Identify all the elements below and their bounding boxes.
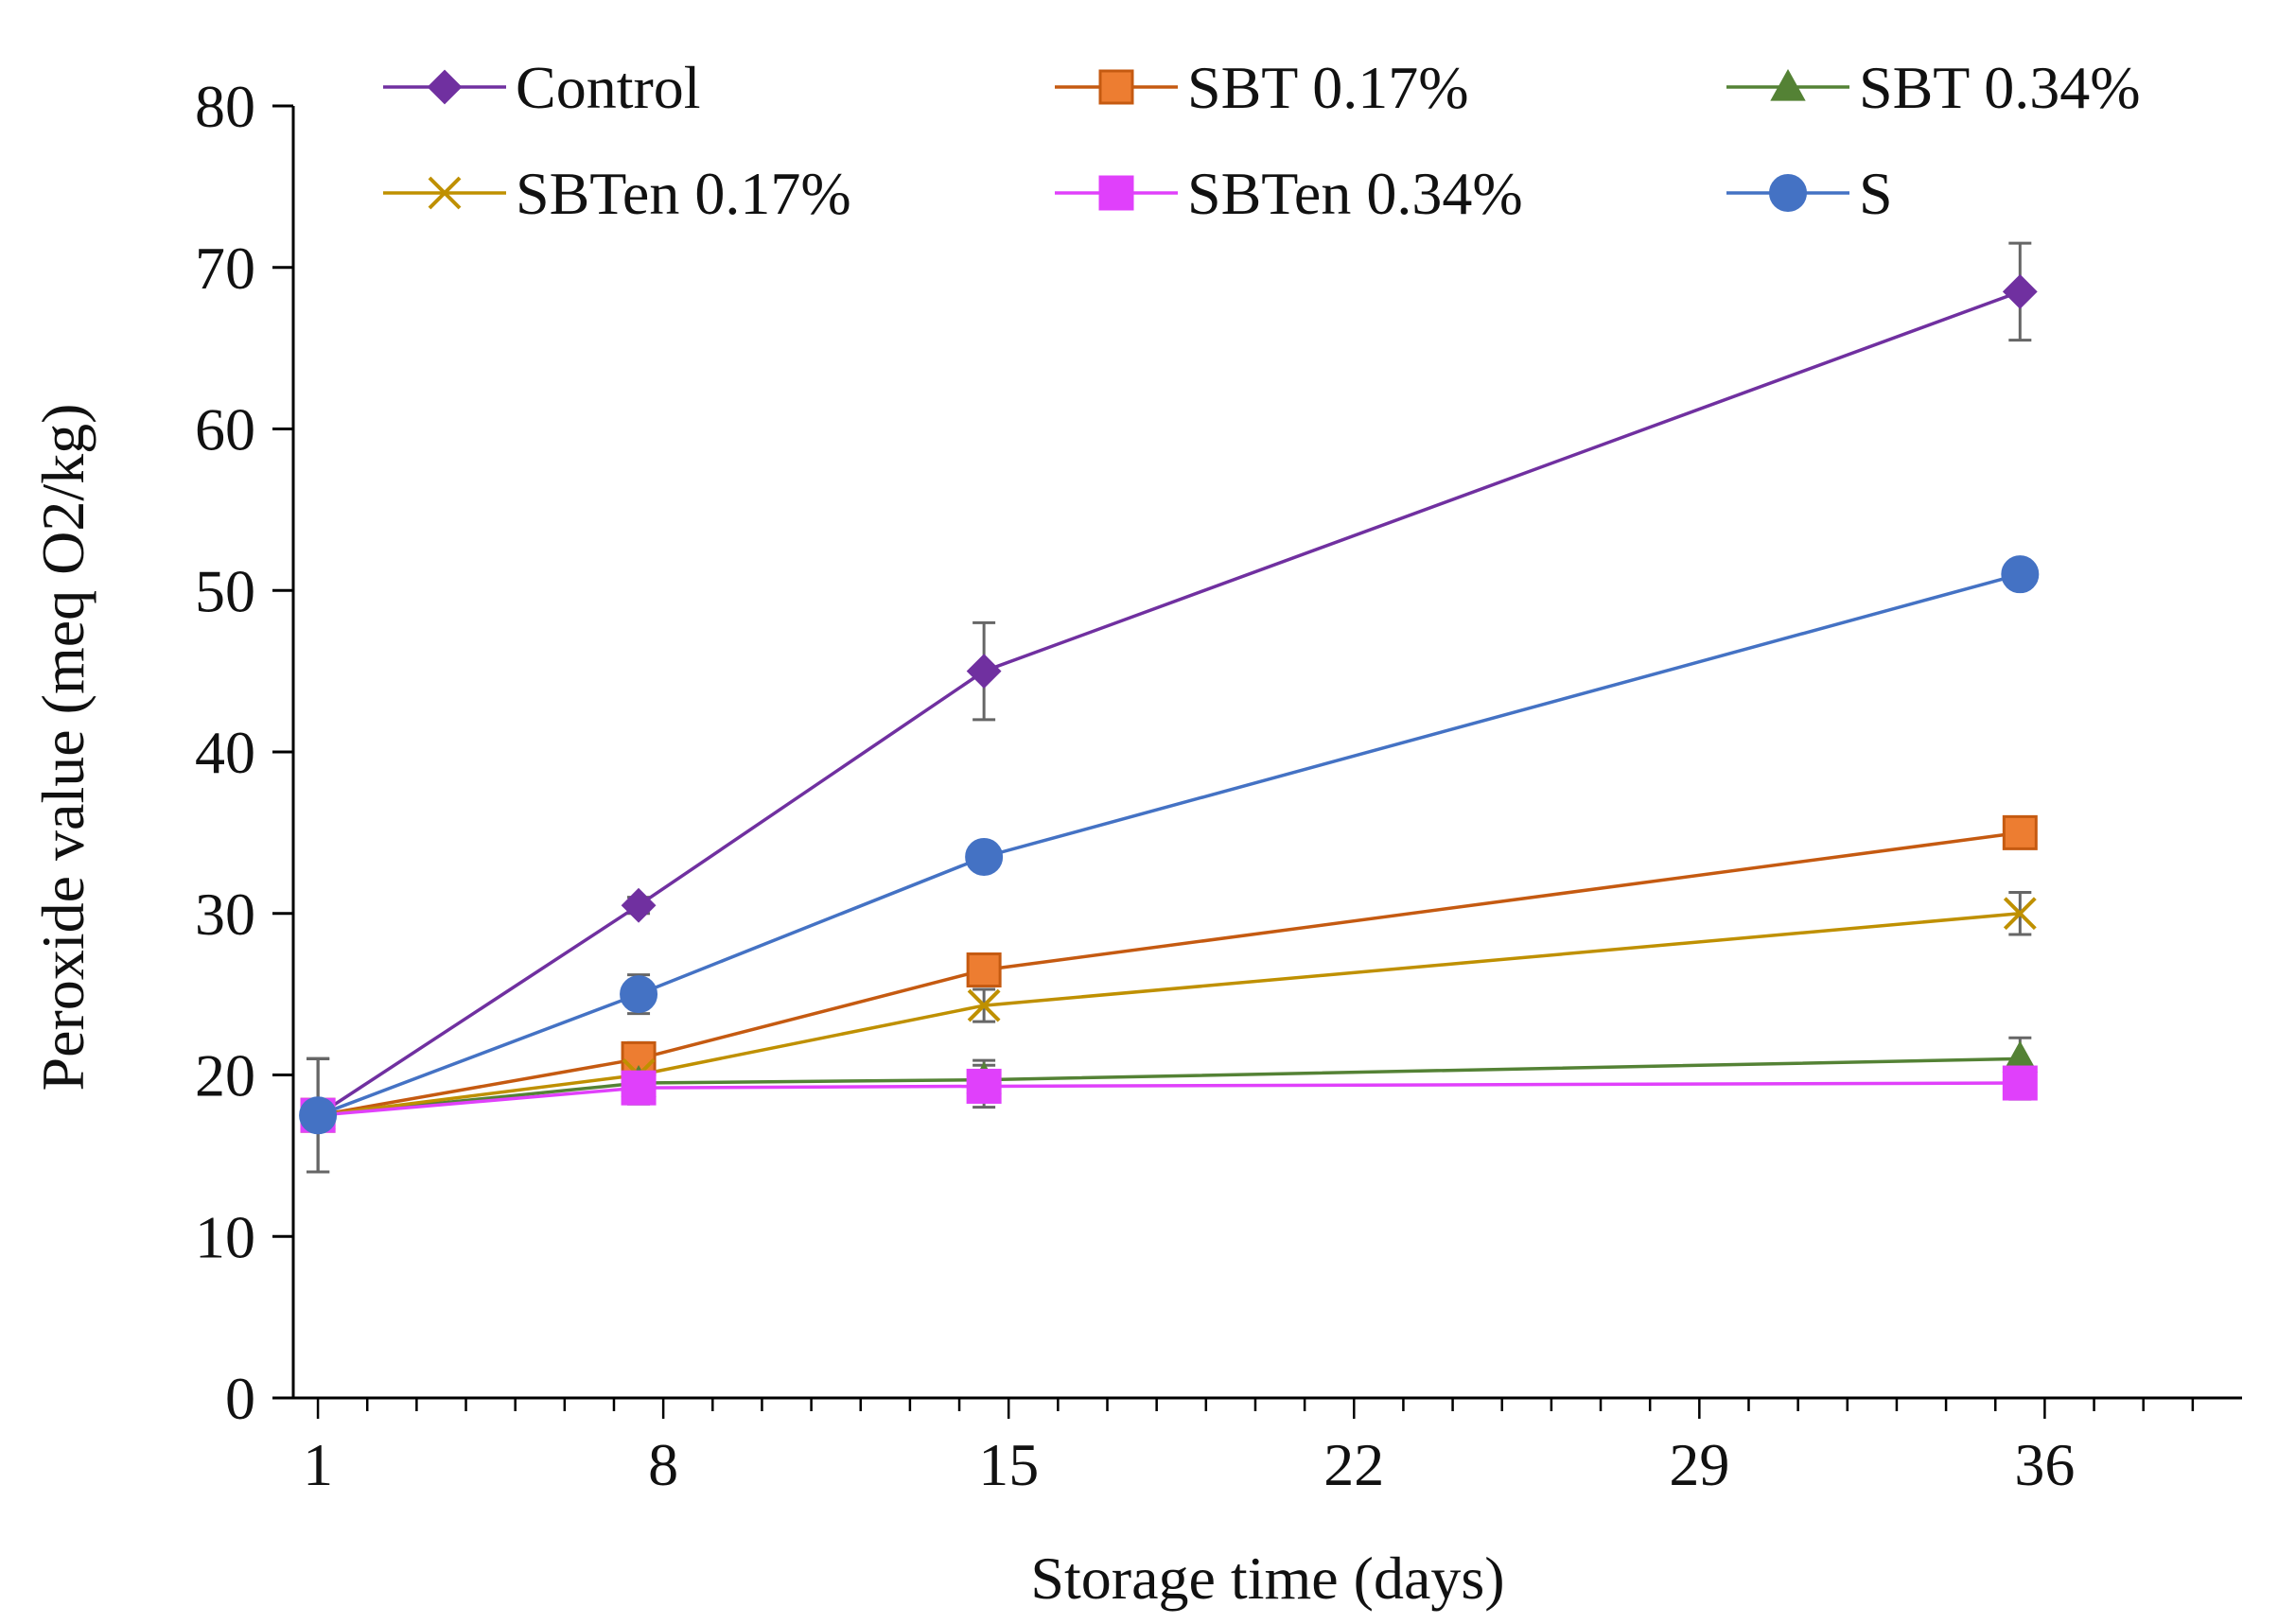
point-s [299, 1096, 338, 1135]
legend-item-control: Control [383, 54, 701, 121]
legend-label: SBTen 0.17% [516, 160, 851, 227]
point-control [2002, 273, 2038, 309]
point-sbten-0-34 [621, 1070, 657, 1106]
point-control [966, 654, 1002, 690]
y-axis-title: Peroxide value (meq O2/kg) [29, 404, 96, 1091]
legend-marker-s [1769, 174, 1807, 212]
point-s [965, 837, 1004, 876]
legend-marker-sbten-0-17 [428, 176, 462, 210]
legend-label: SBTen 0.34% [1187, 160, 1523, 227]
legend-item-sbt-0-34: SBT 0.34% [1726, 54, 2141, 121]
legend-label: S [1859, 160, 1893, 227]
point-sbten-0-34 [2002, 1065, 2038, 1101]
y-tick-label: 20 [195, 1042, 255, 1109]
point-sbt-0-17 [966, 952, 1002, 988]
point-sbt-0-17 [2002, 814, 2038, 850]
point-s [620, 975, 658, 1014]
point-sbten-0-34 [966, 1068, 1002, 1104]
x-tick-label: 8 [648, 1431, 678, 1498]
legend-label: Control [516, 54, 701, 121]
legend-marker-sbt-0-34 [1770, 68, 1806, 101]
series-line-sbten-0-17 [317, 912, 2021, 1117]
legend: Control SBT 0.17% SBT 0.34% SBTen 0.17% SBTe… [383, 54, 2141, 227]
y-tick-label: 40 [195, 719, 255, 786]
axes: 0 10 20 30 40 50 60 70 80 1 8 15 22 29 36 [195, 73, 2242, 1498]
point-control [621, 887, 657, 923]
legend-marker-sbten-0-34 [1098, 175, 1134, 211]
series-line-sbt-0-17 [317, 830, 2021, 1117]
y-tick-label: 70 [195, 235, 255, 302]
series-markers [299, 273, 2040, 1135]
series-line-control [317, 289, 2021, 1117]
legend-item-sbt-0-17: SBT 0.17% [1055, 54, 1469, 121]
legend-item-sbten-0-34: SBTen 0.34% [1055, 160, 1523, 227]
point-s [2001, 555, 2040, 594]
x-tick-label: 36 [2014, 1431, 2075, 1498]
x-tick-label: 1 [303, 1431, 333, 1498]
y-tick-label: 80 [195, 73, 255, 140]
legend-marker-sbt-0-17 [1098, 69, 1134, 105]
point-sbten-0-17 [2003, 897, 2037, 931]
legend-item-sbten-0-17: SBTen 0.17% [383, 160, 851, 227]
y-tick-label: 50 [195, 557, 255, 624]
x-tick-label: 15 [978, 1431, 1039, 1498]
series-line-sbt-0-34 [317, 1056, 2021, 1117]
series-line-sbten-0-34 [317, 1081, 2021, 1117]
y-tick-label: 0 [225, 1365, 255, 1432]
legend-label: SBT 0.17% [1187, 54, 1469, 121]
y-tick-label: 10 [195, 1203, 255, 1270]
series-lines [317, 289, 2021, 1117]
legend-label: SBT 0.34% [1859, 54, 2141, 121]
x-axis-title: Storage time (days) [1030, 1545, 1504, 1612]
legend-marker-control [427, 69, 463, 105]
x-tick-label: 22 [1323, 1431, 1384, 1498]
legend-item-s: S [1726, 160, 1893, 227]
series-line-s [317, 572, 2021, 1117]
y-tick-label: 60 [195, 396, 255, 463]
y-tick-label: 30 [195, 881, 255, 948]
x-tick-label: 29 [1669, 1431, 1729, 1498]
point-sbten-0-17 [967, 988, 1001, 1022]
